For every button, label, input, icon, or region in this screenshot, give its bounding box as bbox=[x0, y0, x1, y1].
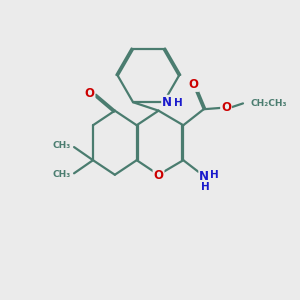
Text: H: H bbox=[201, 182, 210, 192]
Text: H: H bbox=[174, 98, 183, 108]
Text: CH₃: CH₃ bbox=[53, 170, 71, 179]
Text: CH₂CH₃: CH₂CH₃ bbox=[251, 99, 287, 108]
Text: O: O bbox=[221, 101, 231, 114]
Text: N: N bbox=[199, 170, 209, 183]
Text: O: O bbox=[188, 78, 199, 91]
Text: O: O bbox=[85, 87, 94, 100]
Text: N: N bbox=[162, 96, 172, 109]
Text: CH₃: CH₃ bbox=[53, 141, 71, 150]
Text: H: H bbox=[210, 170, 219, 180]
Text: O: O bbox=[154, 169, 164, 182]
